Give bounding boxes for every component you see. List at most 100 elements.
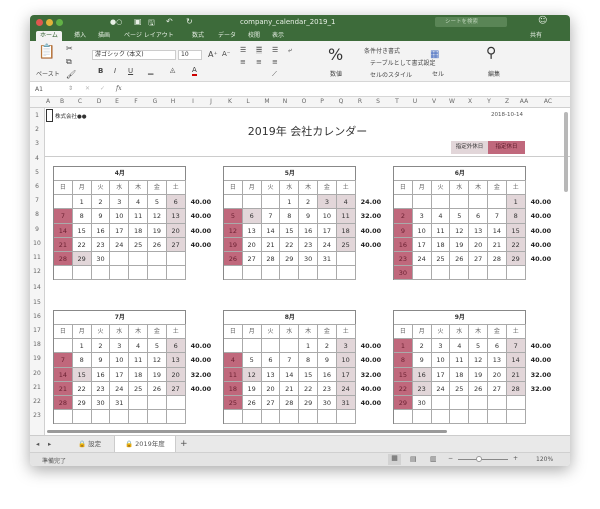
horizontal-scrollbar[interactable] <box>47 430 447 433</box>
align-center-icon[interactable]: ≡ <box>256 58 262 66</box>
sheet-tab-settings[interactable]: 🔒 設定 <box>68 436 111 452</box>
next-sheet-icon[interactable]: ▸ <box>48 440 52 448</box>
column-header[interactable]: S <box>376 98 380 105</box>
tab-home[interactable]: ホーム <box>36 31 62 41</box>
align-middle-icon[interactable]: ☰ <box>256 46 263 54</box>
vertical-scrollbar[interactable] <box>564 112 568 192</box>
row-header[interactable]: 20 <box>33 369 41 377</box>
row-header[interactable]: 19 <box>33 355 41 363</box>
prev-sheet-icon[interactable]: ◂ <box>36 440 40 448</box>
cell-styles-button[interactable]: セルのスタイル <box>370 72 413 79</box>
row-header[interactable]: 18 <box>33 341 41 349</box>
border-icon[interactable]: ▁ <box>148 67 154 75</box>
percent-icon[interactable]: % <box>328 45 344 64</box>
row-header[interactable]: 5 <box>35 168 39 176</box>
column-header[interactable]: F <box>134 98 138 105</box>
row-header[interactable]: 7 <box>35 197 39 205</box>
format-painter-icon[interactable]: 🖌 <box>66 70 77 79</box>
add-sheet-button[interactable]: + <box>180 439 188 449</box>
selected-cell-a1[interactable] <box>46 109 53 122</box>
format-as-table-button[interactable]: テーブルとして書式設定 <box>370 60 436 67</box>
row-header[interactable]: 23 <box>33 412 41 420</box>
column-header[interactable]: H <box>170 98 176 105</box>
column-header[interactable]: M <box>264 98 270 105</box>
bold-button[interactable]: B <box>98 67 104 75</box>
tab-review[interactable]: 校閲 <box>248 32 261 39</box>
sheet-tab-2019[interactable]: 🔒 2019年度 <box>114 436 176 452</box>
row-header[interactable]: 17 <box>33 327 41 334</box>
column-header[interactable]: A <box>45 98 51 105</box>
column-header[interactable]: R <box>357 98 363 105</box>
redo-icon[interactable]: ↻ <box>186 17 193 26</box>
save-icon[interactable]: 🖫 <box>148 18 155 27</box>
page-break-view-icon[interactable]: ▥ <box>430 455 437 463</box>
font-size-select[interactable]: 10 <box>178 50 202 60</box>
column-header[interactable]: X <box>467 98 473 105</box>
minimize-window-icon[interactable] <box>46 19 53 26</box>
autosave-toggle-icon[interactable]: ●○ <box>110 18 123 26</box>
column-header[interactable]: I <box>192 98 194 105</box>
column-header[interactable]: E <box>115 98 119 105</box>
conditional-format-button[interactable]: 条件付き書式 <box>364 48 401 55</box>
search-sheet-input[interactable]: シートを検索 <box>435 17 507 27</box>
row-header[interactable]: 8 <box>35 211 39 219</box>
orientation-icon[interactable]: ⟋ <box>272 70 277 78</box>
name-box[interactable]: A1 <box>35 86 43 93</box>
align-top-icon[interactable]: ☰ <box>240 46 247 54</box>
tab-view[interactable]: 表示 <box>272 32 285 39</box>
column-header[interactable]: K <box>228 98 232 105</box>
row-header[interactable]: 2 <box>35 126 39 134</box>
column-header[interactable]: N <box>282 98 288 105</box>
row-header[interactable]: 11 <box>33 254 41 261</box>
column-header[interactable]: W <box>449 98 455 105</box>
column-header[interactable]: L <box>246 98 250 105</box>
fx-icon[interactable]: fx <box>116 85 122 92</box>
row-header[interactable]: 14 <box>33 284 41 292</box>
row-header[interactable]: 15 <box>33 298 41 306</box>
align-left-icon[interactable]: ≡ <box>240 58 246 66</box>
fill-color-icon[interactable]: ◬ <box>170 66 176 74</box>
tab-formulas[interactable]: 数式 <box>192 32 205 39</box>
row-header[interactable]: 1 <box>35 112 39 119</box>
cells-icon[interactable]: ▦ <box>430 49 440 60</box>
row-header[interactable]: 22 <box>33 398 41 405</box>
zoom-slider-thumb[interactable] <box>476 456 483 462</box>
layout-icon[interactable]: ▣ <box>134 17 142 26</box>
column-header[interactable]: P <box>320 98 324 105</box>
column-header[interactable]: V <box>431 98 437 105</box>
row-header[interactable]: 16 <box>33 312 41 320</box>
formula-input[interactable] <box>130 84 560 95</box>
cut-icon[interactable]: ✂ <box>66 44 73 53</box>
zoom-in-icon[interactable]: + <box>513 455 519 462</box>
column-header[interactable]: T <box>395 98 399 105</box>
tab-page-layout[interactable]: ページ レイアウト <box>124 32 174 39</box>
zoom-out-icon[interactable]: − <box>448 455 454 462</box>
page-layout-view-icon[interactable]: ▤ <box>410 455 417 463</box>
search-editing-icon[interactable]: ⚲ <box>486 45 497 61</box>
column-header[interactable]: O <box>301 98 307 105</box>
increase-font-icon[interactable]: A⁺ <box>208 50 218 59</box>
align-bottom-icon[interactable]: ☰ <box>272 46 279 54</box>
decrease-font-icon[interactable]: A⁻ <box>222 50 231 58</box>
font-name-select[interactable]: 游ゴシック (本文) <box>92 50 176 60</box>
column-header[interactable]: G <box>152 98 158 105</box>
account-icon[interactable]: ☺ <box>538 16 548 26</box>
column-header[interactable]: D <box>96 98 102 105</box>
copy-icon[interactable]: ⧉ <box>66 57 72 66</box>
tab-draw[interactable]: 描画 <box>98 32 111 39</box>
column-header[interactable]: B <box>59 98 65 105</box>
close-window-icon[interactable] <box>36 19 43 26</box>
worksheet[interactable]: 株式会社●● 2018-10-14 2019年 会社カレンダー 指定外休日 指定… <box>45 108 570 435</box>
row-header[interactable]: 10 <box>33 239 41 247</box>
normal-view-icon[interactable]: ▦ <box>388 454 401 465</box>
tab-data[interactable]: データ <box>218 32 237 39</box>
column-header[interactable]: Y <box>487 98 491 105</box>
align-right-icon[interactable]: ≡ <box>272 58 278 66</box>
column-header[interactable]: U <box>412 98 418 105</box>
zoom-slider[interactable] <box>458 459 508 460</box>
wrap-text-icon[interactable]: ⤶ <box>288 46 292 54</box>
name-box-stepper-icon[interactable]: ⇕ <box>68 85 74 92</box>
paste-icon[interactable]: 📋 <box>38 44 56 60</box>
column-header[interactable]: AC <box>543 98 553 105</box>
undo-icon[interactable]: ↶ <box>166 17 173 26</box>
